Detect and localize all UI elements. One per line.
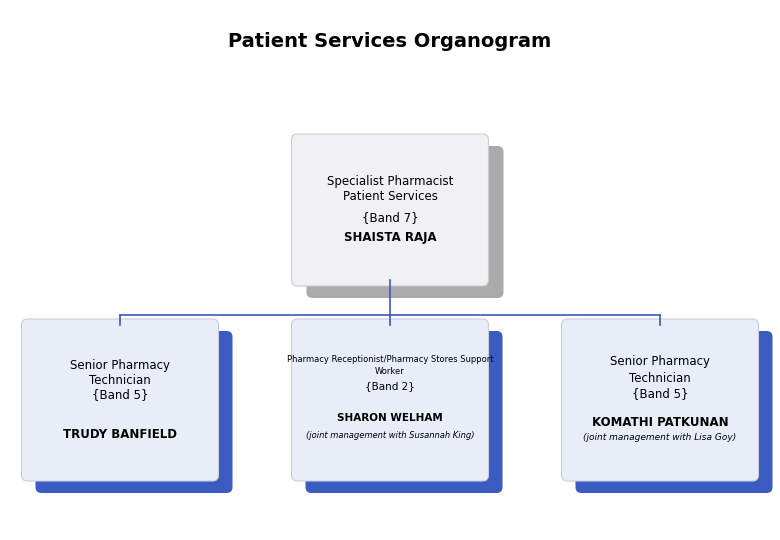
FancyBboxPatch shape: [562, 319, 758, 481]
Text: {Band 2}: {Band 2}: [365, 381, 415, 391]
Text: TRUDY BANFIELD: TRUDY BANFIELD: [63, 429, 177, 442]
Text: KOMATHI PATKUNAN: KOMATHI PATKUNAN: [592, 415, 729, 429]
Text: Pharmacy Receptionist/Pharmacy Stores Support: Pharmacy Receptionist/Pharmacy Stores Su…: [287, 355, 493, 364]
Text: SHAISTA RAJA: SHAISTA RAJA: [344, 232, 436, 245]
FancyBboxPatch shape: [292, 134, 488, 286]
Text: Worker: Worker: [375, 368, 405, 376]
Text: Technician: Technician: [629, 372, 691, 384]
FancyBboxPatch shape: [306, 331, 502, 493]
Text: Technician: Technician: [89, 374, 151, 387]
FancyBboxPatch shape: [36, 331, 232, 493]
Text: Specialist Pharmacist: Specialist Pharmacist: [327, 176, 453, 188]
Text: {Band 5}: {Band 5}: [92, 388, 148, 402]
FancyBboxPatch shape: [307, 146, 504, 298]
Text: {Band 5}: {Band 5}: [632, 388, 688, 401]
Text: Senior Pharmacy: Senior Pharmacy: [610, 355, 710, 368]
Text: Patient Services: Patient Services: [342, 190, 438, 202]
Text: Patient Services Organogram: Patient Services Organogram: [229, 32, 551, 51]
Text: Senior Pharmacy: Senior Pharmacy: [70, 359, 170, 372]
Text: (joint management with Lisa Goy): (joint management with Lisa Goy): [583, 434, 736, 442]
FancyBboxPatch shape: [292, 319, 488, 481]
Text: SHARON WELHAM: SHARON WELHAM: [337, 413, 443, 423]
Text: {Band 7}: {Band 7}: [362, 212, 418, 225]
FancyBboxPatch shape: [22, 319, 218, 481]
Text: (joint management with Susannah King): (joint management with Susannah King): [306, 430, 474, 440]
FancyBboxPatch shape: [576, 331, 772, 493]
